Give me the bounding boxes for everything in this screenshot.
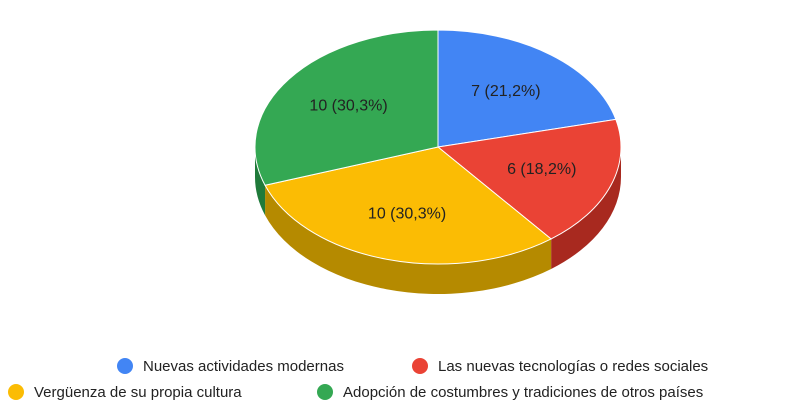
data-label: 6 (18,2%) (507, 161, 576, 178)
pie-slice-side (255, 147, 266, 216)
pie-slice (254, 29, 439, 186)
legend-label: Las nuevas tecnologías o redes sociales (438, 358, 708, 375)
data-label: 7 (21,2%) (471, 83, 540, 100)
data-label: 10 (30,3%) (309, 97, 387, 114)
legend-label: Vergüenza de su propia cultura (34, 384, 242, 400)
legend-marker (317, 384, 333, 400)
pie-slice (437, 29, 617, 148)
pie-slice (264, 146, 553, 265)
legend-marker (117, 358, 133, 374)
legend-marker (412, 358, 428, 374)
pie-slice-side (551, 147, 621, 269)
data-label: 10 (30,3%) (368, 206, 446, 223)
legend-label: Nuevas actividades modernas (143, 358, 344, 375)
legend-marker (8, 384, 24, 400)
pie-slice (436, 118, 622, 240)
pie-slice-side (265, 185, 552, 295)
legend-label: Adopción de costumbres y tradiciones de … (343, 384, 703, 400)
